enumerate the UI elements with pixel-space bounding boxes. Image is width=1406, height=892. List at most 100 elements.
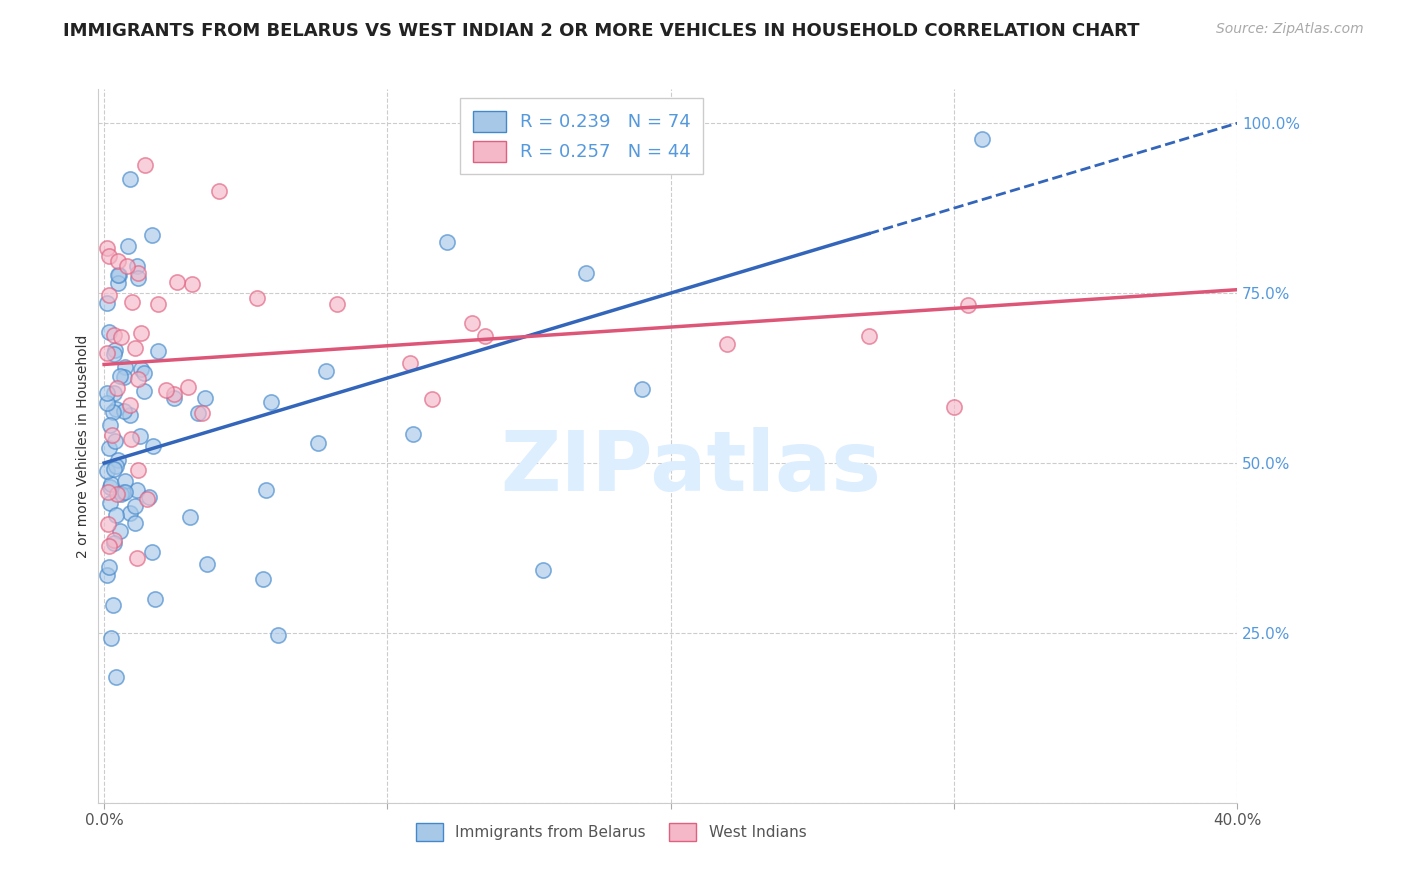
Point bbox=[125, 259, 148, 273]
Point bbox=[575, 266, 598, 280]
Point bbox=[98, 417, 121, 432]
Point bbox=[194, 391, 217, 405]
Point bbox=[105, 487, 128, 501]
Point bbox=[461, 316, 484, 330]
Point bbox=[103, 328, 125, 343]
Point bbox=[112, 370, 135, 384]
Point bbox=[96, 464, 118, 478]
Point bbox=[134, 384, 156, 398]
Point bbox=[315, 364, 337, 378]
Point bbox=[107, 268, 129, 282]
Point bbox=[124, 516, 146, 531]
Point bbox=[266, 628, 288, 642]
Point bbox=[195, 557, 218, 571]
Point bbox=[97, 560, 120, 574]
Point bbox=[105, 381, 128, 395]
Point bbox=[143, 591, 166, 606]
Point bbox=[120, 506, 142, 520]
Point bbox=[105, 670, 128, 684]
Point bbox=[181, 277, 204, 291]
Point bbox=[124, 500, 146, 514]
Point bbox=[107, 268, 129, 283]
Point bbox=[141, 227, 163, 242]
Point bbox=[107, 453, 129, 467]
Point bbox=[100, 477, 122, 491]
Point bbox=[260, 395, 283, 409]
Point bbox=[96, 568, 118, 582]
Point bbox=[98, 539, 121, 553]
Point bbox=[103, 347, 125, 361]
Point bbox=[98, 496, 121, 510]
Point bbox=[943, 401, 966, 415]
Point bbox=[138, 491, 160, 505]
Point bbox=[716, 337, 738, 351]
Point bbox=[129, 362, 152, 376]
Point bbox=[127, 483, 149, 497]
Point bbox=[531, 563, 554, 577]
Point bbox=[112, 404, 135, 418]
Point bbox=[96, 385, 118, 400]
Point bbox=[134, 158, 156, 172]
Point bbox=[436, 235, 458, 250]
Point bbox=[98, 287, 121, 301]
Point bbox=[125, 550, 148, 565]
Point bbox=[307, 436, 329, 450]
Point bbox=[98, 480, 121, 494]
Point bbox=[326, 297, 349, 311]
Point bbox=[186, 406, 208, 420]
Point bbox=[96, 346, 118, 360]
Point bbox=[115, 260, 138, 274]
Point bbox=[105, 508, 128, 523]
Point bbox=[155, 384, 177, 398]
Legend: Immigrants from Belarus, West Indians: Immigrants from Belarus, West Indians bbox=[408, 816, 814, 848]
Text: Source: ZipAtlas.com: Source: ZipAtlas.com bbox=[1216, 22, 1364, 37]
Point bbox=[191, 405, 214, 419]
Point bbox=[252, 572, 274, 586]
Point bbox=[127, 371, 149, 385]
Point bbox=[179, 509, 201, 524]
Point bbox=[103, 462, 125, 476]
Point bbox=[132, 366, 155, 380]
Point bbox=[124, 342, 146, 356]
Point bbox=[631, 382, 654, 396]
Point bbox=[104, 459, 127, 474]
Point bbox=[246, 291, 269, 305]
Point bbox=[136, 491, 159, 506]
Point bbox=[98, 325, 121, 339]
Y-axis label: 2 or more Vehicles in Household: 2 or more Vehicles in Household bbox=[76, 334, 90, 558]
Point bbox=[103, 405, 125, 419]
Point bbox=[127, 271, 149, 285]
Point bbox=[129, 326, 152, 341]
Point bbox=[120, 171, 142, 186]
Point bbox=[97, 249, 120, 263]
Point bbox=[98, 441, 121, 455]
Point bbox=[254, 483, 277, 497]
Point bbox=[422, 392, 444, 406]
Point bbox=[146, 297, 169, 311]
Point bbox=[96, 395, 118, 409]
Point bbox=[141, 545, 163, 559]
Point bbox=[97, 517, 120, 532]
Point bbox=[858, 328, 880, 343]
Point bbox=[101, 428, 124, 442]
Point bbox=[101, 598, 124, 612]
Point bbox=[114, 485, 136, 500]
Point bbox=[120, 433, 142, 447]
Point bbox=[146, 344, 169, 359]
Point bbox=[117, 239, 139, 253]
Point bbox=[103, 386, 125, 401]
Point bbox=[474, 328, 496, 343]
Point bbox=[107, 276, 129, 290]
Point bbox=[118, 408, 141, 422]
Point bbox=[127, 463, 149, 477]
Point bbox=[111, 484, 134, 499]
Point bbox=[100, 631, 122, 645]
Point bbox=[103, 535, 125, 549]
Point bbox=[107, 253, 129, 268]
Point bbox=[957, 298, 980, 312]
Point bbox=[121, 295, 143, 310]
Point bbox=[127, 266, 149, 280]
Text: IMMIGRANTS FROM BELARUS VS WEST INDIAN 2 OR MORE VEHICLES IN HOUSEHOLD CORRELATI: IMMIGRANTS FROM BELARUS VS WEST INDIAN 2… bbox=[63, 22, 1140, 40]
Point bbox=[108, 524, 131, 538]
Point bbox=[207, 184, 229, 198]
